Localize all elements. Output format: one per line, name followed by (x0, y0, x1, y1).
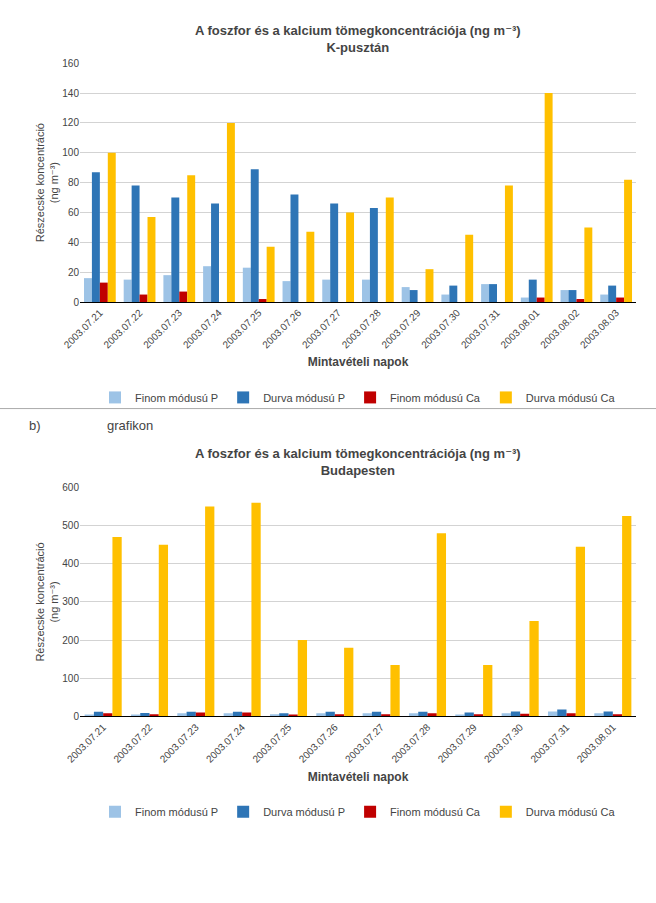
svg-text:Durva módusú P: Durva módusú P (263, 806, 345, 818)
svg-text:100: 100 (62, 147, 79, 158)
svg-text:grafikon: grafikon (107, 418, 153, 433)
svg-text:300: 300 (62, 596, 79, 607)
svg-text:2003.07.27: 2003.07.27 (300, 307, 343, 350)
svg-text:2003.07.25: 2003.07.25 (250, 721, 293, 764)
svg-text:Részecske koncentráció(ng m⁻³): Részecske koncentráció(ng m⁻³) (34, 123, 60, 242)
svg-text:140: 140 (62, 88, 79, 99)
svg-text:2003.07.21: 2003.07.21 (65, 721, 108, 764)
svg-text:Durva módusú Ca: Durva módusú Ca (526, 806, 616, 818)
svg-text:Finom módusú Ca: Finom módusú Ca (390, 392, 481, 404)
svg-text:2003.07.27: 2003.07.27 (343, 721, 386, 764)
svg-text:2003.07.22: 2003.07.22 (101, 307, 144, 350)
svg-text:2003.08.02: 2003.08.02 (538, 307, 581, 350)
svg-text:200: 200 (62, 635, 79, 646)
svg-text:60: 60 (68, 207, 80, 218)
svg-text:2003.07.30: 2003.07.30 (482, 721, 525, 764)
svg-text:Durva módusú P: Durva módusú P (263, 392, 345, 404)
svg-text:160: 160 (62, 58, 79, 69)
svg-text:2003.07.29: 2003.07.29 (379, 307, 422, 350)
svg-text:80: 80 (68, 177, 80, 188)
svg-text:2003.08.03: 2003.08.03 (578, 307, 621, 350)
svg-text:2003.07.23: 2003.07.23 (141, 307, 184, 350)
svg-text:Részecske koncentráció(ng m⁻³): Részecske koncentráció(ng m⁻³) (34, 542, 60, 661)
svg-text:Finom módusú P: Finom módusú P (135, 392, 218, 404)
svg-text:2003.07.28: 2003.07.28 (340, 307, 383, 350)
svg-text:Mintavételi napok: Mintavételi napok (308, 355, 409, 369)
svg-text:2003.07.30: 2003.07.30 (419, 307, 462, 350)
svg-text:2003.07.31: 2003.07.31 (528, 721, 571, 764)
svg-text:2003.07.23: 2003.07.23 (158, 721, 201, 764)
svg-text:2003.07.24: 2003.07.24 (181, 307, 224, 350)
svg-text:2003.07.26: 2003.07.26 (297, 721, 340, 764)
svg-text:40: 40 (68, 237, 80, 248)
svg-text:2003.07.21: 2003.07.21 (62, 307, 105, 350)
svg-text:2003.07.25: 2003.07.25 (220, 307, 263, 350)
svg-text:Finom módusú P: Finom módusú P (135, 806, 218, 818)
svg-text:2003.07.26: 2003.07.26 (260, 307, 303, 350)
svg-text:20: 20 (68, 267, 80, 278)
svg-text:A foszfor és a kalcium tömegko: A foszfor és a kalcium tömegkoncentráció… (195, 446, 521, 478)
svg-text:Mintavételi napok: Mintavételi napok (308, 770, 409, 784)
svg-text:Finom módusú Ca: Finom módusú Ca (390, 806, 481, 818)
svg-text:2003.07.24: 2003.07.24 (204, 721, 247, 764)
svg-text:A foszfor és a kalcium tömegko: A foszfor és a kalcium tömegkoncentráció… (195, 23, 521, 55)
svg-text:0: 0 (73, 297, 79, 308)
svg-text:2003.08.01: 2003.08.01 (498, 307, 541, 350)
svg-text:100: 100 (62, 673, 79, 684)
svg-text:120: 120 (62, 117, 79, 128)
svg-text:600: 600 (62, 482, 79, 493)
svg-text:Durva módusú Ca: Durva módusú Ca (526, 392, 616, 404)
svg-text:2003.08.01: 2003.08.01 (575, 721, 618, 764)
svg-text:0: 0 (73, 711, 79, 722)
svg-text:500: 500 (62, 520, 79, 531)
svg-text:2003.07.29: 2003.07.29 (436, 721, 479, 764)
svg-text:b): b) (29, 418, 41, 433)
svg-text:400: 400 (62, 558, 79, 569)
svg-text:2003.07.28: 2003.07.28 (389, 721, 432, 764)
svg-text:2003.07.22: 2003.07.22 (111, 721, 154, 764)
svg-text:2003.07.31: 2003.07.31 (459, 307, 502, 350)
